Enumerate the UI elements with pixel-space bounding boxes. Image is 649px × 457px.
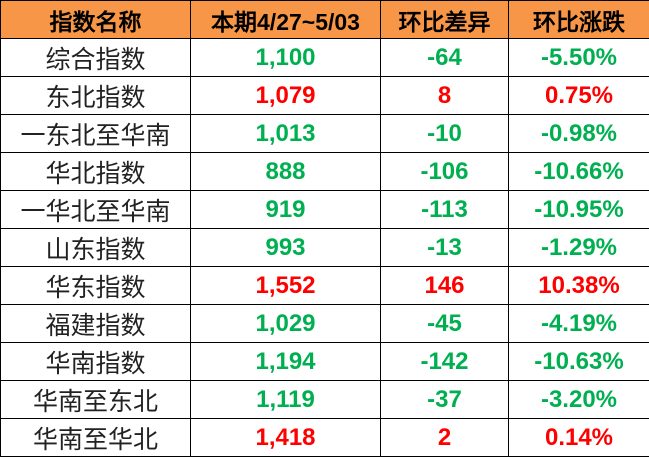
current-value: 1,013 <box>190 114 381 153</box>
change-pct: -10.95% <box>508 190 649 229</box>
current-value: 1,418 <box>190 418 381 457</box>
change-pct: -3.20% <box>508 380 649 419</box>
current-value: 888 <box>190 152 381 191</box>
table-row: 华南至华北 1,418 2 0.14% <box>0 418 649 457</box>
change-value: -113 <box>380 190 509 229</box>
change-pct: -10.66% <box>508 152 649 191</box>
change-pct: -10.63% <box>508 342 649 381</box>
change-value: -37 <box>380 380 509 419</box>
index-name: 东北指数 <box>0 76 191 115</box>
current-value: 1,079 <box>190 76 381 115</box>
index-name: 福建指数 <box>0 304 191 343</box>
change-value: -10 <box>380 114 509 153</box>
header-change: 环比差异 <box>380 0 509 39</box>
table-row: 综合指数 1,100 -64 -5.50% <box>0 38 649 77</box>
table-row: 东北指数 1,079 8 0.75% <box>0 76 649 115</box>
table-row: 福建指数 1,029 -45 -4.19% <box>0 304 649 343</box>
current-value: 1,552 <box>190 266 381 305</box>
change-value: 8 <box>380 76 509 115</box>
index-name: 华南指数 <box>0 342 191 381</box>
index-name: 华南至东北 <box>0 380 191 419</box>
change-pct: -5.50% <box>508 38 649 77</box>
change-value: -106 <box>380 152 509 191</box>
table-row: 一华北至华南 919 -113 -10.95% <box>0 190 649 229</box>
header-current-period: 本期4/27~5/03 <box>190 0 381 39</box>
change-value: -13 <box>380 228 509 267</box>
change-value: 2 <box>380 418 509 457</box>
current-value: 1,119 <box>190 380 381 419</box>
current-value: 993 <box>190 228 381 267</box>
header-row: 指数名称 本期4/27~5/03 环比差异 环比涨跌 <box>0 0 649 39</box>
change-value: -64 <box>380 38 509 77</box>
current-value: 1,100 <box>190 38 381 77</box>
index-name: 一东北至华南 <box>0 114 191 153</box>
index-name: 华东指数 <box>0 266 191 305</box>
change-value: -142 <box>380 342 509 381</box>
change-pct: -1.29% <box>508 228 649 267</box>
table-row: 华南至东北 1,119 -37 -3.20% <box>0 380 649 419</box>
index-name: 综合指数 <box>0 38 191 77</box>
change-pct: -4.19% <box>508 304 649 343</box>
header-change-pct: 环比涨跌 <box>508 0 649 39</box>
index-name: 山东指数 <box>0 228 191 267</box>
index-name: 一华北至华南 <box>0 190 191 229</box>
table-row: 山东指数 993 -13 -1.29% <box>0 228 649 267</box>
table-row: 华北指数 888 -106 -10.66% <box>0 152 649 191</box>
current-value: 1,029 <box>190 304 381 343</box>
table-row: 一东北至华南 1,013 -10 -0.98% <box>0 114 649 153</box>
change-value: -45 <box>380 304 509 343</box>
current-value: 1,194 <box>190 342 381 381</box>
change-pct: -0.98% <box>508 114 649 153</box>
change-pct: 0.75% <box>508 76 649 115</box>
index-name: 华南至华北 <box>0 418 191 457</box>
change-pct: 10.38% <box>508 266 649 305</box>
index-name: 华北指数 <box>0 152 191 191</box>
table-row: 华南指数 1,194 -142 -10.63% <box>0 342 649 381</box>
header-index-name: 指数名称 <box>0 0 191 39</box>
change-pct: 0.14% <box>508 418 649 457</box>
change-value: 146 <box>380 266 509 305</box>
table-row: 华东指数 1,552 146 10.38% <box>0 266 649 305</box>
current-value: 919 <box>190 190 381 229</box>
